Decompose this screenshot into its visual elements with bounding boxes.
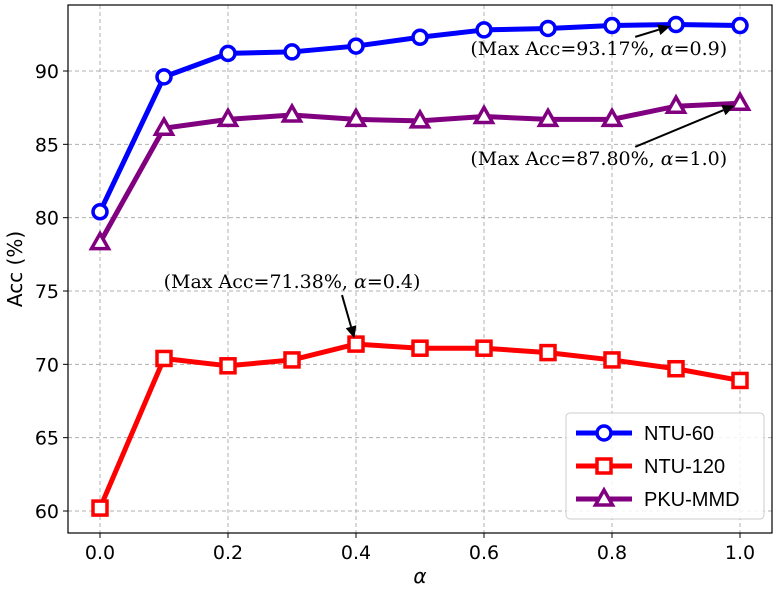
legend-box [565,412,765,520]
data-point-ntu-120 [731,371,749,390]
series-layer [88,15,752,517]
y-tick-label: 65 [35,428,59,450]
annotation-text: (Max Acc=71.38%, α=0.4) [164,271,421,293]
legend-marker [592,486,616,507]
x-tick-label: 0.6 [469,542,499,564]
x-tick-label: 0.2 [213,542,243,564]
data-point-pku-mmd [152,115,176,136]
x-tick-label: 0.4 [341,542,371,564]
data-point-ntu-120 [603,351,621,369]
annotation-arrow-head [657,24,671,35]
annotation: (Max Acc=71.38%, α=0.4) [164,271,421,339]
data-point-ntu-120 [347,335,365,353]
y-axis-label: Acc (%) [3,231,27,307]
data-point-ntu-60 [155,68,173,86]
data-point-ntu-120 [283,351,301,369]
legend: NTU-60 NTU-120 PKU-MMD [565,412,765,520]
data-point-pku-mmd [408,108,432,129]
ticks: 0.0 0.2 0.4 0.6 0.8 1.0 60 65 70 75 80 85 90 [35,61,755,564]
legend-label: NTU-60 [644,423,714,445]
data-point-ntu-60 [539,19,557,38]
series-ntu-120 [91,335,749,517]
data-point-ntu-120 [667,359,685,378]
annotation: (Max Acc=87.80%, α=1.0) [470,105,735,170]
legend-marker [595,457,613,475]
annotation-text: (Max Acc=87.80%, α=1.0) [470,148,727,170]
data-point-ntu-60 [731,16,749,35]
series-pku-mmd [88,90,752,251]
data-point-ntu-60 [347,37,365,55]
data-point-ntu-60 [667,15,685,34]
data-point-pku-mmd [600,106,624,128]
data-point-pku-mmd [216,106,240,128]
legend-label: PKU-MMD [644,489,740,511]
annotation: (Max Acc=93.17%, α=0.9) [470,24,727,60]
data-point-ntu-120 [539,343,557,362]
data-point-pku-mmd [728,90,752,112]
annotation-arrow-head [721,105,735,116]
annotation-arrow-shaft [634,109,724,148]
y-tick-label: 80 [35,208,59,230]
plot-frame [67,4,773,534]
y-tick-label: 75 [35,281,59,303]
legend-label: NTU-120 [644,456,725,478]
data-point-ntu-60 [603,16,621,35]
y-tick-label: 90 [35,61,59,83]
annotation-arrow-shaft [634,28,660,38]
data-point-ntu-60 [219,44,237,63]
data-point-pku-mmd [472,103,496,125]
data-point-ntu-60 [283,43,301,61]
data-point-ntu-60 [91,203,109,221]
data-point-ntu-120 [91,499,109,517]
data-point-pku-mmd [280,102,304,123]
data-point-ntu-120 [411,339,429,357]
data-point-ntu-60 [411,28,429,47]
y-tick-label: 85 [35,134,59,156]
data-point-pku-mmd [88,230,112,251]
data-point-ntu-120 [475,339,493,357]
x-tick-label: 0.8 [597,542,627,564]
y-tick-label: 60 [35,501,59,523]
legend-entry-ntu-120: NTU-120 [576,456,725,478]
annotation-arrow-head [345,325,357,339]
y-tick-label: 70 [35,354,59,376]
annotation-arrow-shaft [341,294,353,328]
legend-entry-pku-mmd: PKU-MMD [576,486,740,511]
x-tick-label: 1.0 [725,542,755,564]
x-tick-label: 0.0 [85,542,115,564]
data-point-pku-mmd [344,106,368,128]
series-ntu-60 [91,15,749,221]
data-point-ntu-60 [475,21,493,39]
legend-marker [595,424,613,442]
data-point-pku-mmd [664,93,688,114]
data-point-ntu-120 [219,357,237,375]
data-point-pku-mmd [536,106,560,128]
annotations: (Max Acc=93.17%, α=0.9) (Max Acc=87.80%, … [164,24,735,339]
legend-entry-ntu-60: NTU-60 [576,423,714,445]
data-point-ntu-120 [155,349,173,368]
x-axis-label: α [413,564,426,588]
annotation-text: (Max Acc=93.17%, α=0.9) [470,38,727,60]
